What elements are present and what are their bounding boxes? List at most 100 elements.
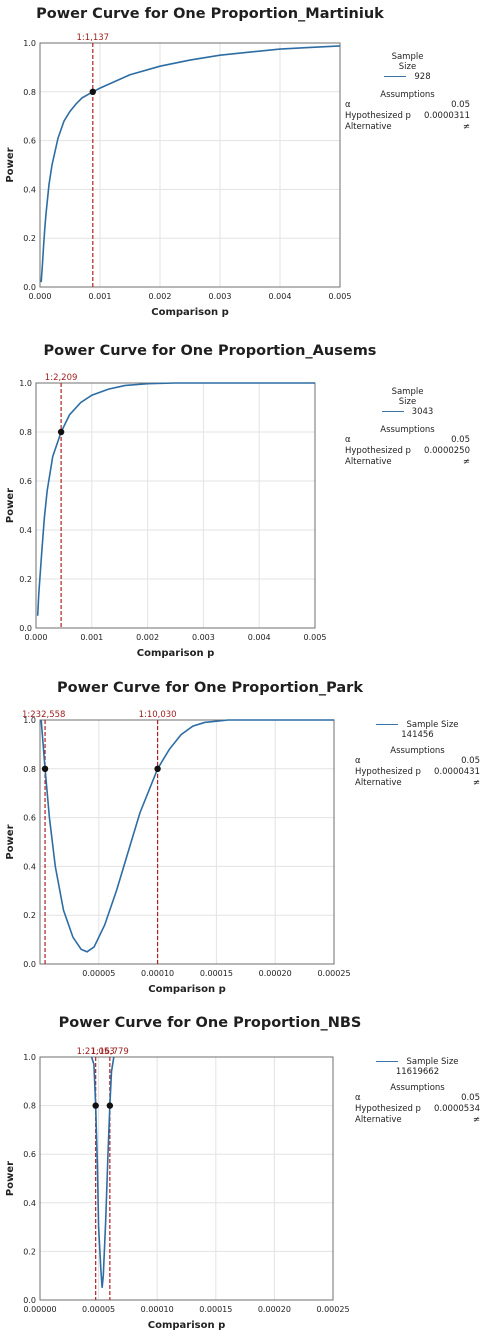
plot-frame [39,719,335,965]
y-tick-label: 0.2 [23,911,36,920]
chart-title: Power Curve for One Proportion_Ausems [43,343,377,359]
y-tick-label: 1.0 [19,379,32,388]
legend-assumptions-title: Assumptions [380,425,435,435]
x-tick-label: 0.00020 [258,1305,291,1314]
x-axis-title: Comparison p [151,307,228,318]
legend-series-entry: Sample Size [355,720,480,730]
marker-label: 1:232,558 [22,710,65,720]
chart-title: Power Curve for One Proportion_NBS [58,1015,362,1031]
x-tick-label: 0.005 [329,292,352,301]
x-tick-label: 0.00005 [82,1305,115,1314]
hyp-label: Hypothesized p [345,111,411,121]
legend-sample-size: 928 [414,72,431,82]
marker-label: 1:1,137 [76,33,109,43]
legend-sample-size: 141456 [401,730,434,740]
legend-alt-row: Alternative ≠ [355,778,480,789]
chart-panel-nbs: Power Curve for One Proportion_NBS 0.000… [0,1005,485,1341]
y-tick-label: 0.4 [19,526,32,535]
legend-alpha-row: α 0.05 [345,435,470,446]
y-tick-label: 1.0 [23,39,36,48]
legend-sample-size: 11619662 [395,1067,440,1077]
power-curve [36,382,315,616]
legend-assumptions-title: Assumptions [390,746,445,756]
legend-alt-row: Alternative ≠ [345,122,470,133]
alt-label: Alternative [345,122,392,132]
marker-label: 1:2,209 [45,373,78,383]
alt-value: ≠ [462,457,470,467]
legend-series-entry: Sample Size [355,1057,480,1067]
x-tick-label: 0.001 [89,292,112,301]
x-tick-label: 0.001 [80,633,103,642]
chart-panel-park: Power Curve for One Proportion_Park 0.00… [0,670,485,1005]
power-point [106,1102,114,1109]
plot-frame [39,42,341,288]
power-point [154,765,161,772]
legend-assumptions-title: Assumptions [390,1083,445,1093]
y-tick-label: 0.0 [23,283,36,292]
x-tick-label: 0.00020 [259,969,292,978]
alt-label: Alternative [345,457,392,467]
x-tick-label: 0.000 [25,633,48,642]
x-tick-label: 0.00015 [199,1305,232,1314]
y-tick-label: 0.4 [23,185,36,194]
x-axis-title: Comparison p [137,648,214,659]
legend-heading-1: Sample Size [406,720,459,730]
chart-plot: 0.00000 0.00005 0.00010 0.00015 0.00020 0.000… [5,1047,350,1331]
y-tick-label: 0.4 [23,862,36,871]
chart-title: Power Curve for One Proportion_Park [57,680,363,696]
y-tick-label: 0.6 [23,137,36,146]
chart-plot: 0.00005 0.00010 0.00015 0.00020 0.00025 0.0 0.… [5,710,351,995]
marker-label: 1:16,779 [91,1047,129,1057]
marker-label: 1:21,053 [77,1047,115,1057]
legend-alpha-row: α 0.05 [355,756,480,767]
alpha-label: α [345,435,351,445]
chart-panel-ausems: Power Curve for One Proportion_Ausems 0.… [0,335,485,670]
legend-swatch [376,1061,399,1062]
y-tick-label: 0.0 [19,624,32,633]
marker-label: 1:10,030 [139,710,177,720]
x-tick-label: 0.00010 [141,969,174,978]
y-axis-title: Power [5,824,16,859]
y-axis-title: Power [5,147,16,182]
legend-heading-2: Size [398,62,417,72]
legend-swatch [384,76,407,77]
y-tick-label: 0.0 [23,1296,36,1305]
legend-sample-size: 3043 [411,407,434,417]
alt-value: ≠ [472,778,480,788]
y-tick-label: 0.6 [23,814,36,823]
hyp-label: Hypothesized p [355,767,421,777]
legend-alt-row: Alternative ≠ [345,457,470,468]
x-tick-label: 0.00010 [141,1305,174,1314]
alt-value: ≠ [462,122,470,132]
x-tick-label: 0.000 [29,292,52,301]
alpha-value: 0.05 [461,1093,480,1103]
power-point [57,428,65,436]
chart-title: Power Curve for One Proportion_Martiniuk [36,6,384,22]
legend-hyp-row: Hypothesized p 0.0000250 [345,446,470,457]
x-tick-label: 0.00015 [200,969,233,978]
plot-frame [39,1056,334,1301]
x-tick-label: 0.003 [192,633,215,642]
y-tick-label: 0.2 [19,575,32,584]
chart-legend: Sample Size 3043 Assumptions α 0.05 Hypot… [345,387,470,468]
x-tick-label: 0.002 [149,292,172,301]
y-tick-label: 0.4 [23,1199,36,1208]
chart-panel-martiniuk: Power Curve for One Proportion_Martiniuk… [0,0,485,335]
alpha-label: α [345,100,351,110]
legend-heading-1: Sample [391,52,424,62]
y-tick-label: 1.0 [23,716,36,725]
legend-hyp-row: Hypothesized p 0.0000534 [355,1104,480,1115]
y-tick-label: 0.8 [23,88,36,97]
hyp-value: 0.0000534 [434,1104,480,1114]
x-tick-label: 0.00000 [23,1305,56,1314]
alpha-value: 0.05 [461,756,480,766]
legend-hyp-row: Hypothesized p 0.0000431 [355,767,480,778]
y-tick-label: 0.2 [23,234,36,243]
y-tick-label: 0.8 [19,428,32,437]
x-tick-label: 0.002 [136,633,159,642]
hyp-value: 0.0000250 [424,446,470,456]
x-tick-label: 0.004 [248,633,271,642]
legend-heading-1: Sample Size [406,1057,459,1067]
chart-legend: Sample Size 11619662 Assumptions α 0.05 H… [355,1057,480,1126]
legend-heading-1: Sample [391,387,424,397]
